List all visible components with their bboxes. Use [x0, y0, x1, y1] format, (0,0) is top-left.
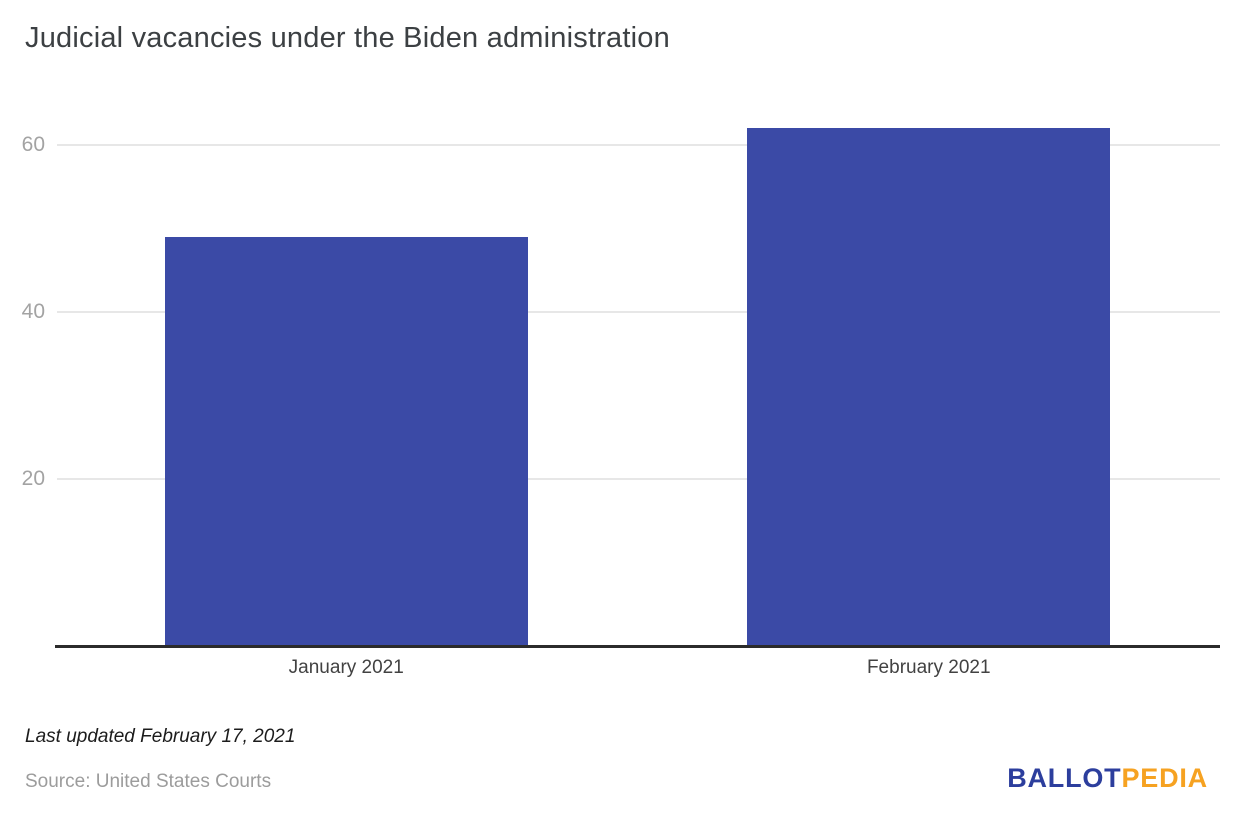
last-updated-note: Last updated February 17, 2021: [25, 726, 296, 747]
y-axis-tick-label: 20: [21, 467, 45, 490]
logo-part-pedia: PEDIA: [1121, 763, 1208, 793]
plot-area: 20 40 60 January 2021 February 2021: [21, 128, 1220, 678]
bar-january-2021[interactable]: [164, 236, 528, 646]
gridline-20: [57, 478, 1220, 480]
x-axis-category-label: January 2021: [288, 657, 404, 678]
chart-title: Judicial vacancies under the Biden admin…: [25, 22, 670, 54]
x-axis-line: [55, 645, 1220, 648]
y-axis-tick-label: 40: [21, 300, 45, 323]
gridline-60: [57, 144, 1220, 146]
gridline-40: [57, 311, 1220, 313]
bar-february-2021[interactable]: [747, 128, 1111, 646]
y-axis-tick-label: 60: [21, 133, 45, 156]
x-axis-category-label: February 2021: [866, 657, 991, 678]
logo-part-ballot: BALLOT: [1007, 763, 1122, 793]
source-attribution: Source: United States Courts: [25, 771, 272, 792]
ballotpedia-logo: BALLOTPEDIA: [1007, 763, 1208, 794]
